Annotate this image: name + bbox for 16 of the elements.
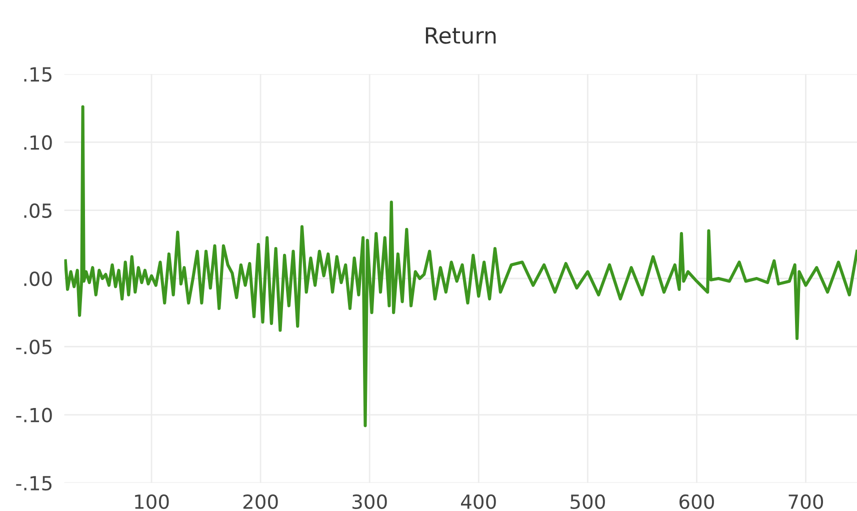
y-tick-label: .00 (24, 271, 52, 286)
x-tick-label: 200 (243, 494, 278, 510)
x-tick-label: 700 (788, 494, 824, 510)
y-tick-label: -.05 (16, 340, 52, 354)
x-tick-label: 500 (570, 494, 605, 510)
x-tick-label: 100 (135, 494, 169, 510)
y-tick-label: .15 (24, 67, 52, 82)
y-tick-label: -.15 (16, 476, 52, 491)
x-tick-label: 300 (352, 494, 387, 510)
y-tick-label: -.10 (16, 408, 52, 422)
chart-title: Return (426, 27, 496, 44)
line-series (64, 105, 857, 428)
x-tick-label: 400 (461, 494, 496, 510)
y-tick-label: .05 (24, 203, 52, 218)
x-tick-label: 600 (680, 494, 714, 510)
y-tick-label: .10 (24, 135, 52, 150)
